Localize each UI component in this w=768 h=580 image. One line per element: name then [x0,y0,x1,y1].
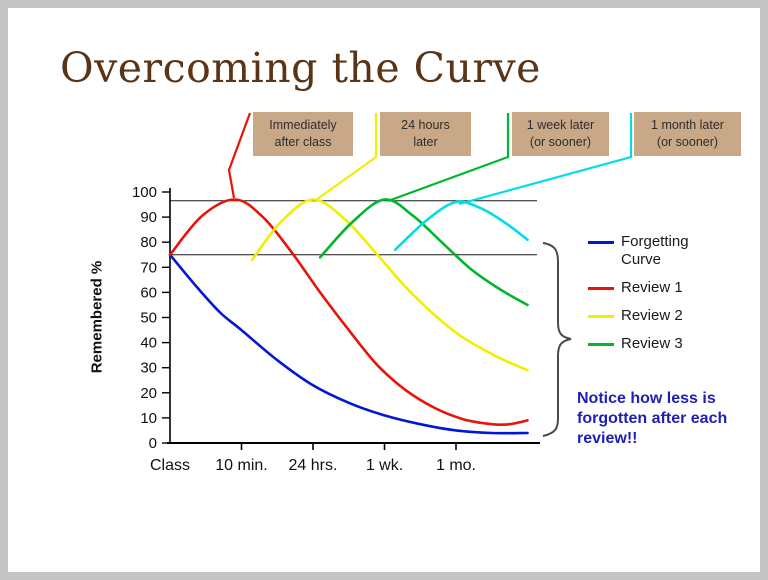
callout-connector-line [227,112,252,199]
callout-label: after class [274,135,332,149]
legend-item: Review 1 [588,279,740,297]
callout-label: (or sooner) [656,135,719,149]
slide-title: Overcoming the Curve [60,44,541,92]
y-tick-label: 40 [140,335,157,352]
legend-item: Forgetting Curve [588,233,740,269]
x-tick-label: 1 wk. [366,457,403,474]
callout-label: Immediately [269,118,337,133]
notice-text: Notice how less is forgotten after each … [577,390,728,447]
callout-label: (or sooner) [529,135,592,149]
callout-connector-line [458,113,633,206]
callout-label: 24 hours [401,118,450,133]
curve-review-3 [318,198,529,307]
curve-review-1 [168,198,529,427]
callout-box-24-hours: 24 hours later [380,112,471,156]
x-tick-label: 24 hrs. [289,457,338,474]
y-tick-label: 20 [140,385,157,402]
callout-box-1-week: 1 week later (or sooner) [512,112,609,156]
y-tick-label: 80 [140,234,157,251]
legend-label: Review 2 [621,307,683,324]
y-axis-title: Remembered % [88,260,106,374]
callout-box-1-month: 1 month later (or sooner) [634,112,741,156]
y-tick-label: 30 [140,360,157,377]
legend-label: Review 1 [621,279,683,296]
callout-connector-line [315,113,378,201]
slide-background [8,8,760,572]
y-tick-label: 60 [140,284,157,301]
y-tick-label: 50 [140,310,157,327]
legend-swatch [588,315,614,318]
y-tick-label: 70 [140,259,157,276]
curve-review-2 [250,198,529,372]
legend-item: Review 2 [588,307,740,325]
curve-forgetting-curve [168,253,529,435]
callout-connector-line [387,113,510,203]
legend-item: Review 3 [588,335,740,353]
callout-label: 1 week later [526,118,595,133]
y-tick-label: 100 [132,184,157,201]
callout-label: later [413,135,438,149]
y-tick-label: 10 [140,410,157,427]
brace [542,242,572,437]
legend: Forgetting Curve Review 1 Review 2 Revie… [588,233,740,363]
y-tick-label: 90 [140,209,157,226]
curve-review-4-1-month-later- [393,200,529,251]
legend-swatch [588,241,614,244]
x-tick-label: 1 mo. [436,457,476,474]
legend-label: Review 3 [621,335,683,352]
x-tick-label: Class [150,457,190,474]
legend-label: Forgetting Curve [621,233,689,268]
x-tick-label: 10 min. [215,457,267,474]
callout-label: 1 month later [651,118,724,133]
callout-box-immediately: Immediately after class [253,112,353,156]
legend-swatch [588,287,614,290]
legend-swatch [588,343,614,346]
y-tick-label: 0 [149,435,157,452]
